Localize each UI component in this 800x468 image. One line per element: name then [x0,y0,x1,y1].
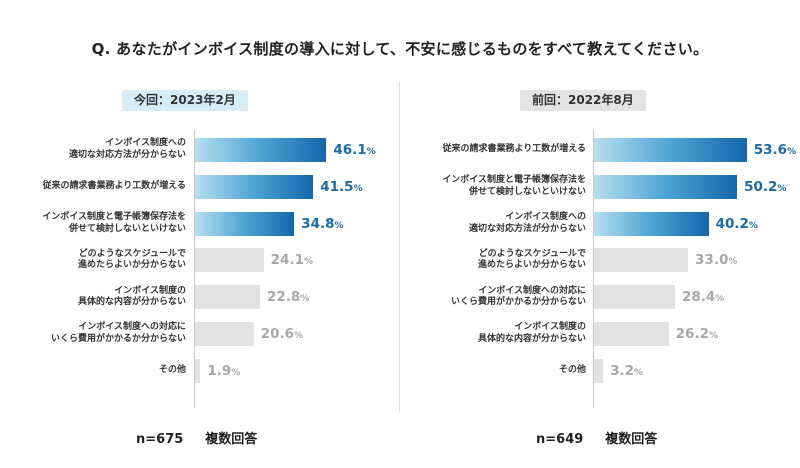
value-label: 33.0% [695,243,737,277]
bar-row: インボイス制度の 具体的な内容が分からない 22.8% [0,280,400,314]
value-label: 22.8% [267,280,309,314]
bar [195,211,295,236]
value-label: 26.2% [676,317,718,351]
value-number: 41.5 [320,178,354,195]
bar [195,358,201,383]
chart-panel-previous: 前回：2022年8月 従来の請求書業務より工数が増える 53.6% インボイス制度と… [400,0,800,468]
value-label: 50.2% [744,170,786,204]
bar-row: その他 1.9% [0,354,400,388]
value-number: 40.2 [715,215,749,232]
value-number: 22.8 [266,289,301,306]
value-number: 26.2 [675,326,709,342]
value-label: 20.6% [261,317,303,351]
percent-unit: % [728,257,738,268]
percent-unit: % [634,367,644,378]
bar [195,248,264,273]
sample-footer: n=649 複数回答 [536,428,657,447]
bar-row: 従来の請求書業務より工数が増える 41.5% [0,170,400,204]
category-label: どのようなスケジュールで 進めたらよいか分からない [77,248,186,271]
period-label-current: 今回：2023年2月 [122,90,248,111]
value-label: 34.8% [301,207,343,241]
period-label-previous: 前回：2022年8月 [520,90,646,111]
sample-size: n=675 [136,432,184,447]
value-number: 34.8 [301,215,335,232]
percent-unit: % [334,220,344,231]
value-number: 46.1 [333,142,367,158]
value-label: 40.2% [716,207,758,241]
bar [594,322,669,346]
bar [594,248,689,273]
value-number: 20.6 [260,326,295,342]
chart-panel-current: 今回：2023年2月 インボイス制度への 適切な対応方法が分からない 46.1% 従… [0,90,400,447]
bar [195,285,260,310]
sample-size: n=649 [536,432,584,447]
sample-footer: n=675 複数回答 [136,428,257,447]
bar [594,285,675,310]
percent-unit: % [715,294,725,305]
value-label: 3.2% [610,354,643,388]
bar-row: 従来の請求書業務より工数が増える 53.6% [400,133,800,167]
bar-row: インボイス制度への 適切な対応方法が分からない 40.2% [400,207,800,241]
category-label: インボイス制度の 具体的な内容が分からない [77,285,186,308]
bar [594,174,738,199]
value-label: 41.5% [320,170,362,204]
value-label: 1.9% [207,354,240,388]
value-number: 1.9 [207,362,232,379]
category-label: 従来の請求書業務より工数が増える [442,144,586,155]
bar-row: どのようなスケジュールで 進めたらよいか分からない 33.0% [400,243,800,277]
bar [195,174,314,199]
value-number: 24.1 [270,252,304,269]
category-label: その他 [558,364,586,375]
value-number: 53.6 [753,142,788,158]
multiple-answer-note: 複数回答 [605,432,658,447]
percent-unit: % [787,147,797,157]
value-label: 46.1% [333,133,375,167]
bar [594,358,604,383]
percent-unit: % [353,183,363,194]
value-label: 24.1% [271,243,313,277]
category-label: どのようなスケジュールで 進めたらよいか分からない [477,248,586,271]
category-label: インボイス制度への 適切な対応方法が分からない [68,138,186,160]
bar-row: インボイス制度と電子帳簿保存法を 併せて検討しないといけない 34.8% [0,207,400,241]
value-label: 53.6% [754,133,796,167]
bar [195,322,254,346]
percent-unit: % [748,220,758,231]
percent-unit: % [777,183,787,194]
percent-unit: % [366,147,376,157]
category-label: インボイス制度の 具体的な内容が分からない [477,322,586,344]
percent-unit: % [300,294,310,305]
multiple-answer-note: 複数回答 [205,432,258,447]
bar [594,211,709,236]
category-label: インボイス制度と電子帳簿保存法を 併せて検討しないといけない [42,211,186,234]
percent-unit: % [303,257,314,268]
bar-row: その他 3.2% [400,354,800,388]
bar-row: インボイス制度への対応に いくら費用がかかるか分からない 20.6% [0,317,400,351]
category-label: インボイス制度と電子帳簿保存法を 併せて検討しないといけない [442,175,586,197]
bar-row: インボイス制度への 適切な対応方法が分からない 46.1% [0,133,400,167]
category-label: インボイス制度への 適切な対応方法が分からない [468,211,586,234]
value-label: 28.4% [682,280,724,314]
value-number: 50.2 [744,178,778,195]
category-label: その他 [158,364,186,375]
question-title: Q. あなたがインボイス制度の導入に対して、不安に感じるものをすべて教えてくださ… [91,40,709,58]
category-label: インボイス制度への対応に いくら費用がかかるか分からない [50,322,186,344]
percent-unit: % [231,367,241,378]
bar-row: インボイス制度への対応に いくら費用がかかるか分からない 28.4% [400,280,800,314]
value-number: 3.2 [610,362,635,379]
axis-line [593,130,594,408]
category-label: インボイス制度への対応に いくら費用がかかるか分からない [450,285,586,308]
percent-unit: % [294,331,304,341]
bar [594,138,747,162]
category-label: 従来の請求書業務より工数が増える [42,180,186,191]
bar-row: どのようなスケジュールで 進めたらよいか分からない 24.1% [0,243,400,277]
axis-line [194,130,195,408]
bar-row: インボイス制度の 具体的な内容が分からない 26.2% [400,317,800,351]
panel-divider [399,82,400,412]
value-number: 33.0 [695,252,729,269]
value-number: 28.4 [681,289,716,306]
bar [195,138,327,162]
percent-unit: % [708,331,718,341]
bar-row: インボイス制度と電子帳簿保存法を 併せて検討しないといけない 50.2% [400,170,800,204]
